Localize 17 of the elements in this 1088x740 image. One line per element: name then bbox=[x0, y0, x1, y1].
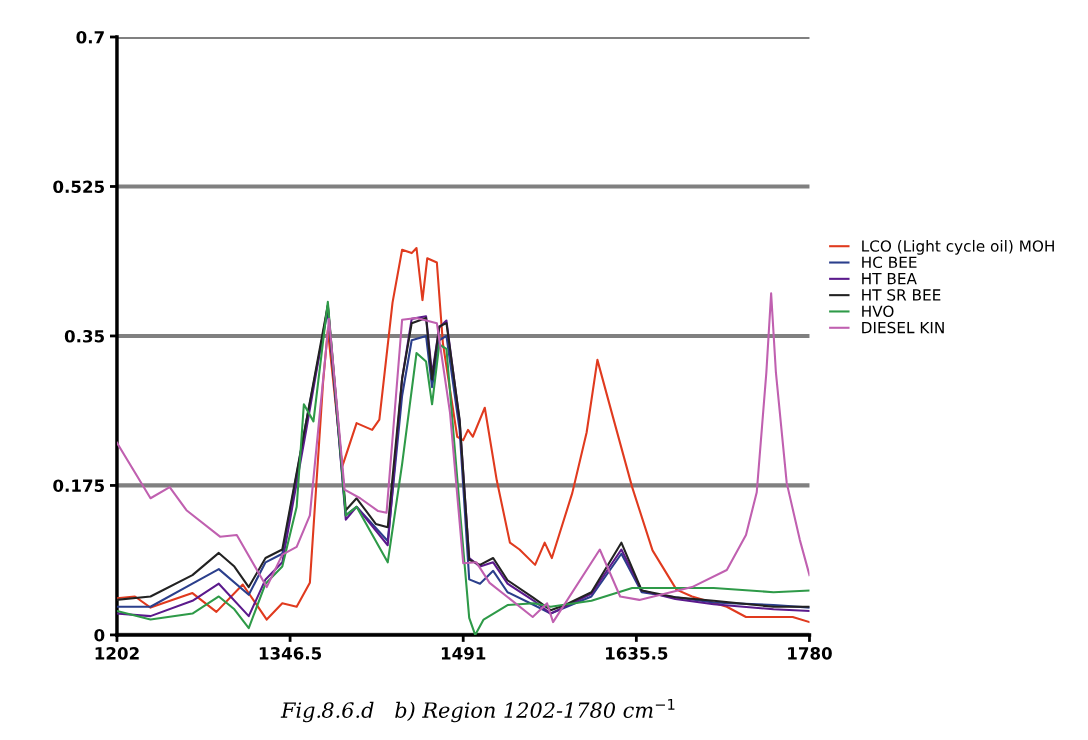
legend-label: HT BEA bbox=[862, 273, 917, 285]
y-tick-label: 0.175 bbox=[53, 479, 104, 493]
y-tick-label: 0.35 bbox=[64, 329, 104, 343]
x-tick-label: 1635.5 bbox=[606, 647, 668, 660]
x-tick-label: 1491 bbox=[441, 647, 486, 660]
y-tick-label: 0.7 bbox=[76, 30, 104, 44]
legend-label: LCO (Light cycle oil) MOH bbox=[862, 239, 1054, 255]
y-tick-label: 0 bbox=[94, 628, 105, 642]
legend-label: HT SR BEE bbox=[862, 289, 941, 301]
legend-label: DIESEL KIN bbox=[862, 321, 944, 334]
x-tick-label: 1780 bbox=[788, 647, 832, 660]
legend-label: HC BEE bbox=[862, 256, 917, 269]
x-tick-label: 1346.5 bbox=[259, 647, 322, 660]
y-tick-label: 0.525 bbox=[53, 180, 104, 194]
legend-label: HVO bbox=[862, 305, 894, 318]
x-tick-label: 1202 bbox=[95, 647, 139, 660]
caption: Fig.8.6.d b) Region 1202-1780 cm$^{−1}$ bbox=[280, 699, 675, 723]
